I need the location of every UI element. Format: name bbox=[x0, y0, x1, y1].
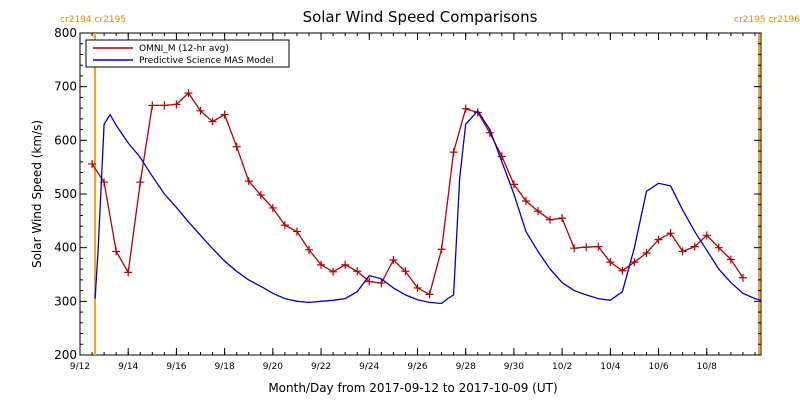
data-point bbox=[112, 247, 121, 256]
x-tick-label: 9/28 bbox=[456, 362, 476, 372]
x-axis-title: Month/Day from 2017-09-12 to 2017-10-09 … bbox=[268, 381, 557, 395]
data-point bbox=[461, 104, 470, 113]
data-point bbox=[606, 258, 615, 267]
x-tick-label: 9/18 bbox=[215, 362, 235, 372]
data-point bbox=[280, 221, 289, 230]
x-tick-label: 10/6 bbox=[648, 362, 668, 372]
data-point bbox=[521, 196, 530, 205]
data-point bbox=[256, 191, 265, 200]
data-point bbox=[341, 260, 350, 269]
data-point bbox=[425, 290, 434, 299]
legend-label-mas: Predictive Science MAS Model bbox=[139, 56, 274, 66]
x-tick-label: 9/22 bbox=[311, 362, 331, 372]
data-point bbox=[690, 242, 699, 251]
data-point bbox=[449, 148, 458, 157]
x-tick-label: 9/24 bbox=[359, 362, 379, 372]
data-point bbox=[148, 101, 157, 110]
data-point bbox=[437, 245, 446, 254]
data-point bbox=[534, 207, 543, 216]
data-point bbox=[220, 110, 229, 119]
data-point bbox=[268, 203, 277, 212]
y-tick-label-800: 800 bbox=[54, 26, 77, 40]
x-tick-label: 9/16 bbox=[166, 362, 186, 372]
data-point bbox=[136, 178, 145, 187]
data-point bbox=[738, 273, 747, 282]
x-tick-label: 9/14 bbox=[118, 362, 138, 372]
data-point bbox=[558, 214, 567, 223]
y-tick-label-600: 600 bbox=[54, 133, 77, 147]
data-point bbox=[172, 100, 181, 109]
plot-frame bbox=[79, 32, 762, 356]
data-point bbox=[666, 229, 675, 238]
data-point bbox=[654, 235, 663, 244]
data-point bbox=[88, 159, 97, 168]
data-point bbox=[365, 277, 374, 286]
x-tick-label: 9/30 bbox=[504, 362, 524, 372]
data-point bbox=[389, 256, 398, 265]
data-point bbox=[714, 243, 723, 252]
data-point bbox=[473, 108, 482, 117]
carrington-label: cr2194 cr2195 bbox=[60, 15, 126, 25]
y-tick-label-400: 400 bbox=[54, 241, 77, 255]
carrington-labels: cr2194 cr2195 cr2195 cr2196 bbox=[60, 15, 800, 25]
data-point bbox=[232, 142, 241, 151]
data-point bbox=[546, 215, 555, 224]
y-axis: 200 300 400 500 600 700 800 bbox=[54, 26, 761, 362]
data-point bbox=[509, 180, 518, 189]
data-point bbox=[124, 268, 133, 277]
series-layer bbox=[88, 89, 762, 305]
data-point bbox=[678, 247, 687, 256]
x-axis: 9/12 9/14 9/16 9/18 9/20 9/22 9/24 9/26 9/28 9/30… bbox=[70, 33, 756, 372]
x-tick-label: 10/4 bbox=[600, 362, 620, 372]
data-point bbox=[582, 243, 591, 252]
y-tick-label-500: 500 bbox=[54, 187, 77, 201]
data-point bbox=[630, 258, 639, 267]
legend-box bbox=[85, 39, 290, 68]
data-point bbox=[377, 279, 386, 288]
data-point bbox=[184, 89, 193, 98]
carrington-boundaries bbox=[94, 33, 760, 355]
y-tick-label-700: 700 bbox=[54, 80, 77, 94]
y-axis-title: Solar Wind Speed (km/s) bbox=[30, 120, 44, 268]
x-tick-label: 10/8 bbox=[697, 362, 717, 372]
data-point bbox=[401, 267, 410, 276]
series-line-1 bbox=[94, 109, 762, 305]
legend-label-omni: OMNI_M (12-hr avg) bbox=[139, 44, 229, 54]
data-point bbox=[726, 255, 735, 264]
data-point bbox=[244, 177, 253, 186]
data-point bbox=[353, 267, 362, 276]
data-point bbox=[292, 227, 301, 236]
y-tick-label-200: 200 bbox=[54, 348, 77, 362]
x-tick-label: 9/12 bbox=[70, 362, 90, 372]
data-point bbox=[702, 231, 711, 240]
carrington-label: cr2195 cr2196 bbox=[734, 15, 800, 25]
data-point bbox=[208, 117, 217, 126]
y-tick-label-300: 300 bbox=[54, 294, 77, 308]
x-tick-label: 9/26 bbox=[407, 362, 427, 372]
data-point bbox=[594, 242, 603, 251]
data-point bbox=[413, 283, 422, 292]
data-point bbox=[160, 101, 169, 110]
data-point bbox=[618, 266, 627, 275]
chart-title: Solar Wind Speed Comparisons bbox=[303, 8, 538, 26]
legend: OMNI_M (12-hr avg) Predictive Science MA… bbox=[85, 39, 290, 68]
data-point bbox=[329, 267, 338, 276]
data-point bbox=[570, 244, 579, 253]
data-point bbox=[305, 245, 314, 254]
x-tick-label: 9/20 bbox=[263, 362, 283, 372]
data-point bbox=[196, 106, 205, 115]
data-point bbox=[642, 249, 651, 258]
data-point bbox=[317, 260, 326, 269]
x-tick-label: 10/2 bbox=[552, 362, 572, 372]
series-line-0 bbox=[91, 92, 744, 296]
